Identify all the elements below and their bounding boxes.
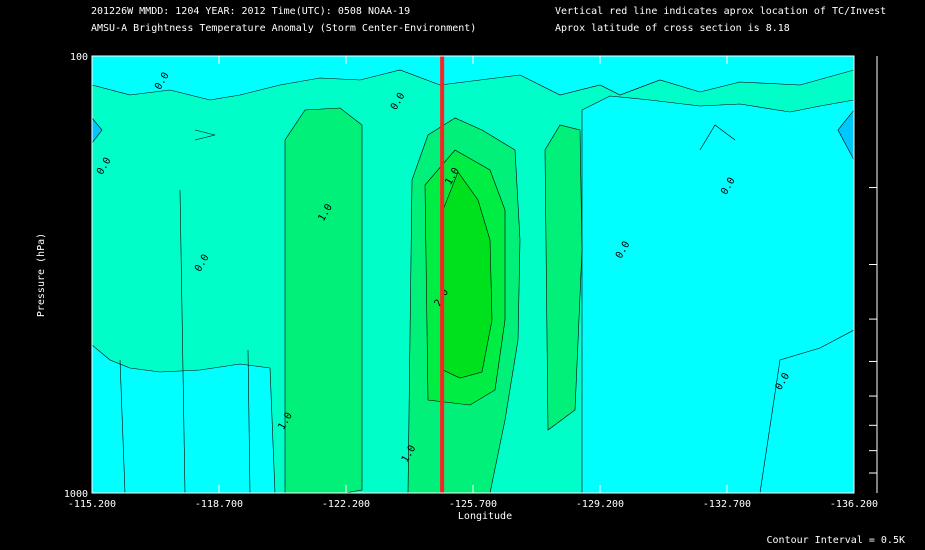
y-tick-label: 100 xyxy=(70,52,88,63)
contour-line xyxy=(247,349,251,493)
field-level-1-right-column xyxy=(544,124,583,431)
x-tick-label: -129.200 xyxy=(576,499,624,510)
contour-interval: Contour Interval = 0.5K xyxy=(767,535,905,546)
contour-line xyxy=(179,189,186,493)
y-tick-label: 1000 xyxy=(64,489,88,500)
field-level-1-left-column xyxy=(284,107,363,493)
field-level-0-upper-band xyxy=(92,56,854,101)
contour-line xyxy=(194,129,216,141)
field-level-neg-right xyxy=(837,109,854,161)
header-line2-left: AMSU-A Brightness Temperature Anomaly (S… xyxy=(91,23,477,34)
x-tick-label: -132.700 xyxy=(703,499,751,510)
x-tick-label: -115.200 xyxy=(68,499,116,510)
x-tick-label: -136.200 xyxy=(830,499,878,510)
field-level-2 xyxy=(442,171,493,379)
contour-line xyxy=(699,124,736,151)
x-tick-label: -118.700 xyxy=(195,499,243,510)
x-axis-label: Longitude xyxy=(458,511,512,522)
field-level-0-right-lower xyxy=(759,329,854,493)
contour-fields xyxy=(92,56,854,493)
field-level-neg-left xyxy=(92,117,103,144)
x-tick-label: -122.200 xyxy=(322,499,370,510)
contour-line xyxy=(119,359,126,493)
y-axis: 100 1000 xyxy=(64,52,877,500)
header-line2-right: Aprox latitude of cross section is 8.18 xyxy=(555,23,790,34)
x-tick-label: -125.700 xyxy=(449,499,497,510)
header-line1-left: 201226W MMDD: 1204 YEAR: 2012 Time(UTC):… xyxy=(91,6,411,17)
header-line1-right: Vertical red line indicates aprox locati… xyxy=(555,6,887,17)
x-axis: -115.200 -118.700 -122.200 -125.700 -129.200… xyxy=(68,56,878,510)
y-axis-label: Pressure (hPa) xyxy=(36,233,47,317)
